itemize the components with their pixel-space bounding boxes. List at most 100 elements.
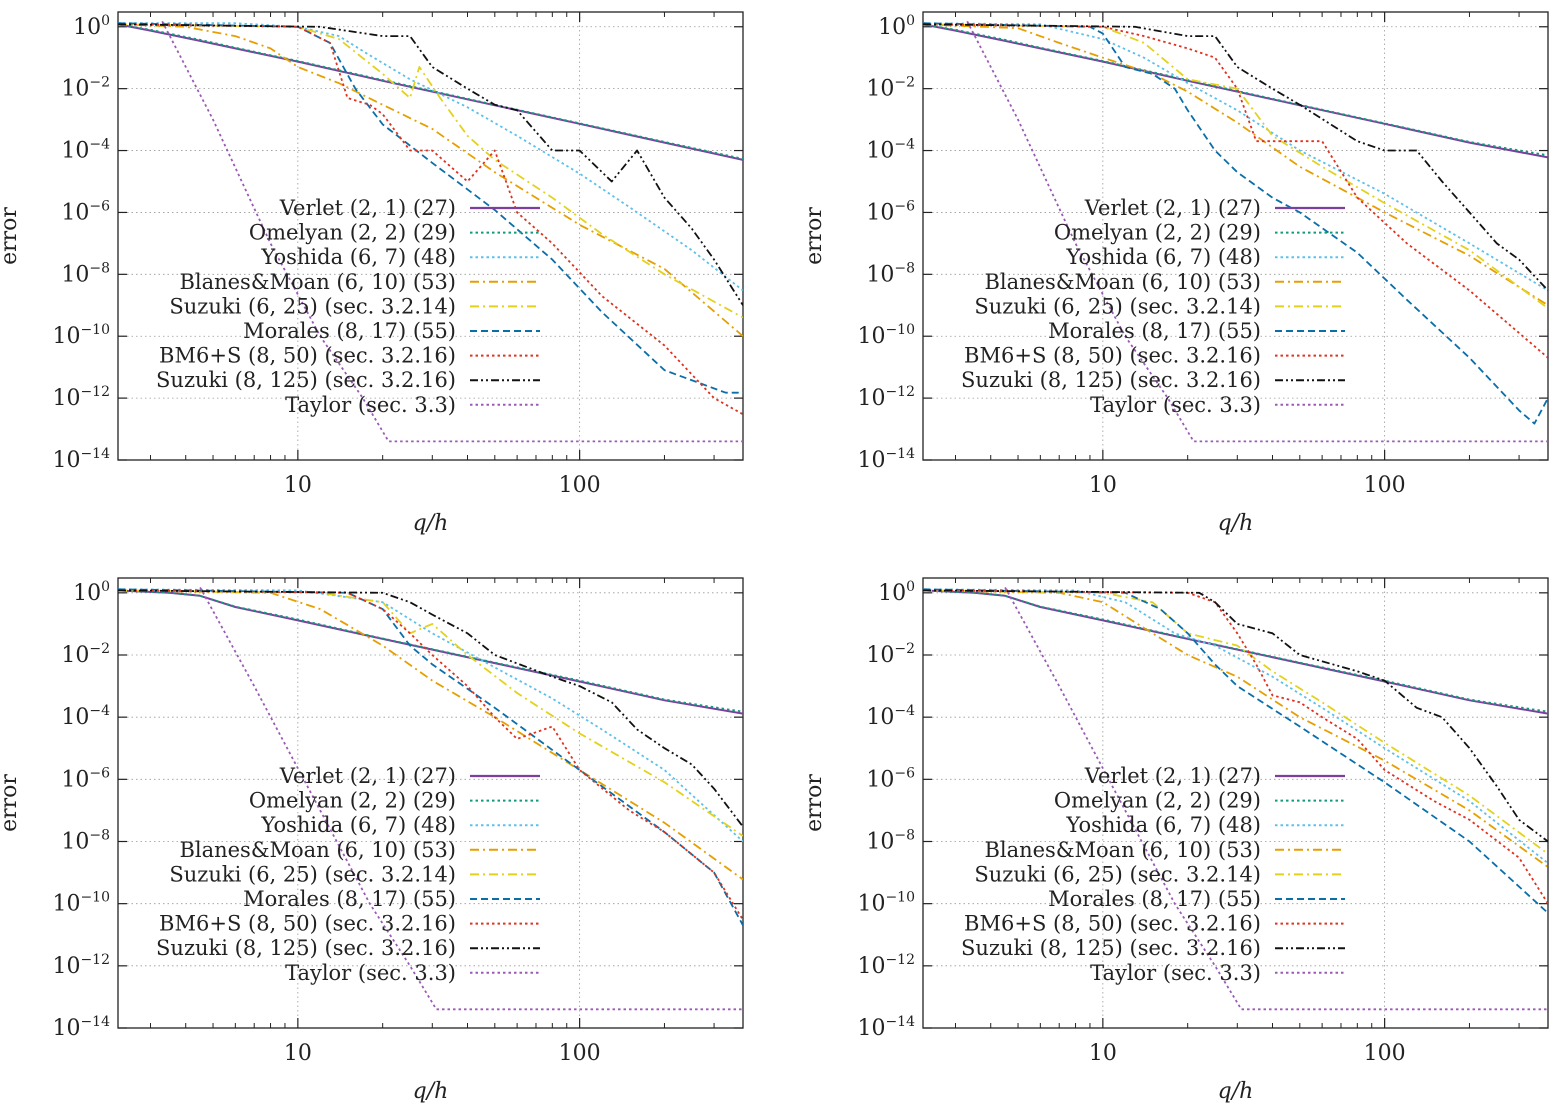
legend: Verlet (2, 1) (27)Omelyan (2, 2) (29)Yos…: [156, 764, 540, 985]
y-tick-exponent: −10: [885, 890, 915, 906]
y-tick-label: 10−14: [857, 446, 915, 473]
y-tick-exponent: −10: [80, 890, 110, 906]
y-tick-base: 10: [857, 892, 885, 917]
y-tick-base: 10: [857, 324, 885, 349]
y-tick-exponent: −8: [894, 827, 915, 843]
y-tick-exponent: 0: [906, 13, 915, 29]
y-tick-label: 10−2: [61, 75, 110, 102]
y-tick-label: 10−14: [857, 1014, 915, 1041]
y-tick-label: 10−8: [866, 827, 915, 854]
y-tick-exponent: −2: [89, 75, 110, 91]
minor-ticks: [955, 12, 1520, 460]
y-tick-label: 10−6: [61, 765, 110, 792]
y-tick-base: 10: [52, 448, 80, 473]
y-tick-label: 10−4: [866, 137, 915, 164]
y-tick-label: 10−14: [52, 446, 110, 473]
legend-label: Verlet (2, 1) (27): [279, 764, 456, 788]
y-tick-base: 10: [61, 262, 89, 287]
x-tick-label: 10: [1089, 1041, 1117, 1066]
legend-label: Taylor (sec. 3.3): [1090, 393, 1261, 417]
y-tick-label: 10−4: [61, 703, 110, 730]
series-line: [118, 23, 743, 306]
x-axis-title: q/h: [1218, 511, 1254, 536]
minor-ticks: [150, 578, 715, 1028]
y-tick-exponent: −2: [89, 641, 110, 657]
y-tick-base: 10: [73, 581, 101, 606]
y-tick-exponent: −14: [885, 446, 915, 462]
y-tick-exponent: 0: [906, 579, 915, 595]
y-tick-base: 10: [61, 200, 89, 225]
legend-label: Suzuki (6, 25) (sec. 3.2.14): [169, 294, 456, 318]
legend-label: BM6+S (8, 50) (sec. 3.2.16): [964, 912, 1261, 936]
y-tick-label: 10−2: [866, 75, 915, 102]
legend-label: Verlet (2, 1) (27): [1084, 196, 1261, 220]
legend-label: BM6+S (8, 50) (sec. 3.2.16): [159, 344, 456, 368]
series-line: [118, 22, 743, 292]
series-line: [199, 586, 743, 1011]
series-line: [1004, 586, 1548, 1011]
y-tick-exponent: 0: [101, 579, 110, 595]
series-line: [118, 23, 743, 416]
y-tick-label: 10−6: [866, 198, 915, 225]
series-line: [923, 23, 1548, 307]
legend-label: BM6+S (8, 50) (sec. 3.2.16): [964, 344, 1261, 368]
y-tick-label: 10−8: [61, 260, 110, 287]
series-line: [118, 589, 743, 828]
grid: [118, 12, 743, 460]
legend: Verlet (2, 1) (27)Omelyan (2, 2) (29)Yos…: [156, 196, 540, 417]
y-tick-exponent: −2: [894, 641, 915, 657]
y-tick-label: 100: [878, 13, 915, 40]
y-tick-label: 10−12: [857, 384, 915, 411]
series-line: [923, 588, 1548, 914]
legend-label: Blanes&Moan (6, 10) (53): [179, 838, 456, 862]
x-axis-title: q/h: [413, 1079, 449, 1103]
legend-label: Yoshida (6, 7) (48): [260, 813, 456, 837]
y-tick-base: 10: [52, 954, 80, 979]
legend-label: Yoshida (6, 7) (48): [1065, 813, 1261, 837]
y-tick-label: 10−6: [866, 765, 915, 792]
y-tick-exponent: −6: [89, 198, 110, 214]
y-tick-exponent: −14: [80, 1014, 110, 1030]
y-axis-title: error: [802, 207, 827, 265]
series-line: [118, 589, 743, 881]
y-tick-base: 10: [857, 1016, 885, 1041]
y-tick-exponent: −6: [894, 198, 915, 214]
y-tick-base: 10: [866, 139, 894, 164]
y-tick-label: 10−12: [52, 952, 110, 979]
legend-label: Suzuki (8, 125) (sec. 3.2.16): [156, 368, 456, 392]
series-line: [118, 589, 743, 713]
legend-label: Omelyan (2, 2) (29): [249, 789, 456, 813]
legend: Verlet (2, 1) (27)Omelyan (2, 2) (29)Yos…: [961, 764, 1345, 985]
series-line: [923, 22, 1548, 292]
y-tick-label: 10−4: [61, 137, 110, 164]
minor-ticks: [955, 578, 1520, 1028]
y-tick-base: 10: [866, 262, 894, 287]
legend-label: Taylor (sec. 3.3): [285, 961, 456, 985]
legend-label: Yoshida (6, 7) (48): [260, 245, 456, 269]
series-line: [118, 589, 743, 837]
legend-label: Morales (8, 17) (55): [243, 319, 456, 343]
plot-frame: [117, 11, 744, 461]
legend-label: Blanes&Moan (6, 10) (53): [984, 838, 1261, 862]
series-line: [923, 23, 1548, 157]
y-tick-base: 10: [61, 643, 89, 668]
series-line: [923, 589, 1548, 868]
y-tick-label: 100: [878, 579, 915, 606]
legend-label: Blanes&Moan (6, 10) (53): [984, 270, 1261, 294]
y-tick-label: 10−4: [866, 703, 915, 730]
legend-label: Suzuki (6, 25) (sec. 3.2.14): [169, 862, 456, 886]
y-tick-exponent: −10: [885, 322, 915, 338]
x-tick-label: 100: [1364, 473, 1406, 498]
legend-label: Suzuki (8, 125) (sec. 3.2.16): [961, 368, 1261, 392]
plot-frame: [922, 577, 1549, 1029]
y-tick-label: 100: [73, 579, 110, 606]
grid: [923, 578, 1548, 1028]
series-line: [118, 23, 743, 319]
y-tick-exponent: −8: [89, 827, 110, 843]
y-tick-exponent: −14: [80, 446, 110, 462]
minor-ticks: [150, 12, 715, 460]
y-tick-base: 10: [857, 954, 885, 979]
series-line: [923, 23, 1548, 292]
